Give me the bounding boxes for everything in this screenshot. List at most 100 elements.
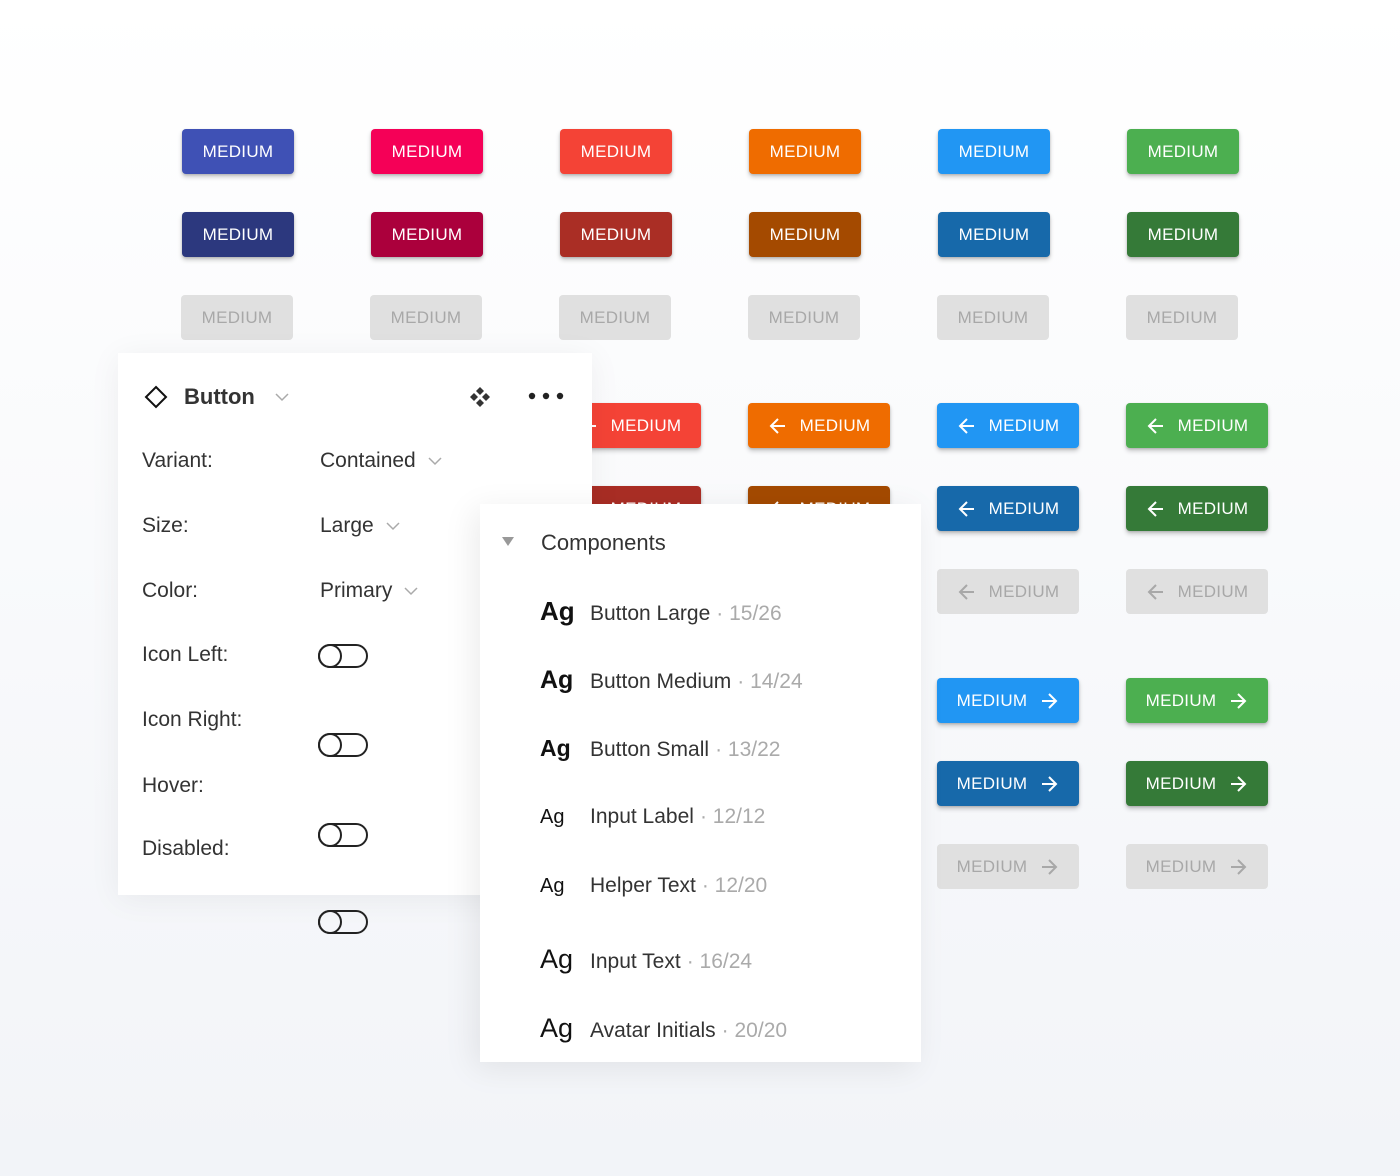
button-label: MEDIUM: [610, 415, 682, 435]
medium-button[interactable]: MEDIUM: [937, 678, 1079, 723]
text-style-item[interactable]: Ag Helper Text · 12/20: [540, 874, 767, 898]
medium-button[interactable]: MEDIUM: [560, 129, 672, 174]
text-style-item[interactable]: Ag Button Large · 15/26: [540, 596, 782, 627]
toggle-switch[interactable]: [318, 823, 368, 847]
arrow-right-icon: [1042, 775, 1058, 792]
button-label: MEDIUM: [958, 141, 1030, 161]
component-diamond-icon: [144, 385, 168, 409]
property-value: Primary: [320, 579, 393, 602]
medium-button[interactable]: MEDIUM: [937, 403, 1079, 448]
arrow-left-icon: [1147, 500, 1163, 517]
property-value: Contained: [320, 449, 416, 472]
button-label: MEDIUM: [769, 224, 841, 244]
chevron-down-icon[interactable]: [275, 393, 289, 402]
medium-button[interactable]: MEDIUM: [938, 129, 1050, 174]
style-name: Avatar Initials: [590, 1019, 716, 1042]
button-label: MEDIUM: [1177, 581, 1249, 601]
type-sample: Ag: [540, 596, 575, 626]
property-dropdown[interactable]: Primary: [320, 579, 418, 603]
text-style-item[interactable]: Ag Button Medium · 14/24: [540, 666, 803, 695]
toggle-switch[interactable]: [318, 644, 368, 668]
component-instance-icon[interactable]: [468, 385, 492, 409]
arrow-left-icon: [958, 583, 974, 600]
panel-title: Button: [184, 384, 255, 409]
type-sample: Ag: [540, 943, 574, 974]
disabled-medium-button[interactable]: MEDIUM: [937, 844, 1079, 889]
medium-button[interactable]: MEDIUM: [1126, 761, 1268, 806]
medium-button[interactable]: MEDIUM: [182, 129, 294, 174]
medium-button[interactable]: MEDIUM: [1126, 403, 1268, 448]
text-style-item[interactable]: Ag Button Small · 13/22: [540, 735, 780, 762]
disabled-medium-button[interactable]: MEDIUM: [370, 295, 482, 340]
toggle-switch[interactable]: [318, 910, 368, 934]
arrow-left-icon: [1147, 583, 1163, 600]
disabled-medium-button[interactable]: MEDIUM: [181, 295, 293, 340]
disabled-medium-button[interactable]: MEDIUM: [748, 295, 860, 340]
button-label: MEDIUM: [202, 141, 274, 161]
text-style-item[interactable]: Ag Avatar Initials · 20/20: [540, 1013, 787, 1044]
style-metrics: · 12/20: [701, 874, 768, 897]
property-label: Size:: [142, 514, 189, 537]
style-name: Button Small: [590, 738, 710, 761]
property-dropdown[interactable]: Large: [320, 514, 400, 538]
button-label: MEDIUM: [988, 498, 1060, 518]
medium-button[interactable]: MEDIUM: [749, 212, 861, 257]
arrow-right-icon: [1231, 692, 1247, 709]
style-metrics: · 20/20: [721, 1019, 788, 1042]
medium-button[interactable]: MEDIUM: [1127, 212, 1239, 257]
collapse-triangle-icon[interactable]: [502, 537, 514, 547]
button-label: MEDIUM: [1145, 690, 1217, 710]
arrow-left-icon: [1147, 417, 1163, 434]
toggle-label: Disabled:: [142, 837, 230, 860]
medium-button[interactable]: MEDIUM: [938, 212, 1050, 257]
arrow-right-icon: [1042, 692, 1058, 709]
medium-button[interactable]: MEDIUM: [748, 403, 890, 448]
disabled-medium-button[interactable]: MEDIUM: [559, 295, 671, 340]
button-label: MEDIUM: [799, 415, 871, 435]
property-dropdown[interactable]: Contained: [320, 449, 442, 473]
medium-button[interactable]: MEDIUM: [182, 212, 294, 257]
style-metrics: · 14/24: [737, 669, 803, 693]
arrow-left-icon: [958, 500, 974, 517]
style-name: Button Medium: [590, 669, 732, 693]
disabled-medium-button[interactable]: MEDIUM: [1126, 844, 1268, 889]
components-title: Components: [541, 530, 666, 555]
medium-button[interactable]: MEDIUM: [937, 486, 1079, 531]
button-label: MEDIUM: [1146, 307, 1218, 327]
property-label: Color:: [142, 579, 199, 602]
medium-button[interactable]: MEDIUM: [371, 212, 483, 257]
style-metrics: · 12/12: [699, 804, 766, 828]
arrow-right-icon: [1231, 775, 1247, 792]
button-label: MEDIUM: [1147, 224, 1219, 244]
disabled-medium-button[interactable]: MEDIUM: [937, 295, 1049, 340]
toggle-label: Icon Left:: [142, 643, 229, 666]
arrow-left-icon: [769, 417, 785, 434]
style-name: Input Label: [590, 804, 694, 828]
style-metrics: · 15/26: [716, 602, 782, 625]
style-name: Input Text: [590, 949, 681, 973]
button-label: MEDIUM: [1145, 773, 1217, 793]
components-panel: Components Ag Button Large · 15/26 Ag Button…: [480, 504, 921, 1062]
text-style-item[interactable]: Ag Input Text · 16/24: [540, 944, 752, 975]
medium-button[interactable]: MEDIUM: [1127, 129, 1239, 174]
button-label: MEDIUM: [768, 307, 840, 327]
medium-button[interactable]: MEDIUM: [1126, 678, 1268, 723]
button-label: MEDIUM: [988, 415, 1060, 435]
more-options-icon[interactable]: [528, 391, 564, 401]
type-sample: Ag: [540, 665, 574, 694]
medium-button[interactable]: MEDIUM: [749, 129, 861, 174]
disabled-medium-button[interactable]: MEDIUM: [1126, 569, 1268, 614]
disabled-medium-button[interactable]: MEDIUM: [937, 569, 1079, 614]
chevron-down-icon: [428, 456, 442, 465]
button-label: MEDIUM: [391, 141, 463, 161]
chevron-down-icon: [404, 586, 418, 595]
medium-button[interactable]: MEDIUM: [560, 212, 672, 257]
disabled-medium-button[interactable]: MEDIUM: [1126, 295, 1238, 340]
toggle-switch[interactable]: [318, 733, 368, 757]
medium-button[interactable]: MEDIUM: [1126, 486, 1268, 531]
text-style-item[interactable]: Ag Input Label · 12/12: [540, 805, 765, 829]
button-label: MEDIUM: [988, 581, 1060, 601]
medium-button[interactable]: MEDIUM: [937, 761, 1079, 806]
medium-button[interactable]: MEDIUM: [371, 129, 483, 174]
button-label: MEDIUM: [579, 307, 651, 327]
